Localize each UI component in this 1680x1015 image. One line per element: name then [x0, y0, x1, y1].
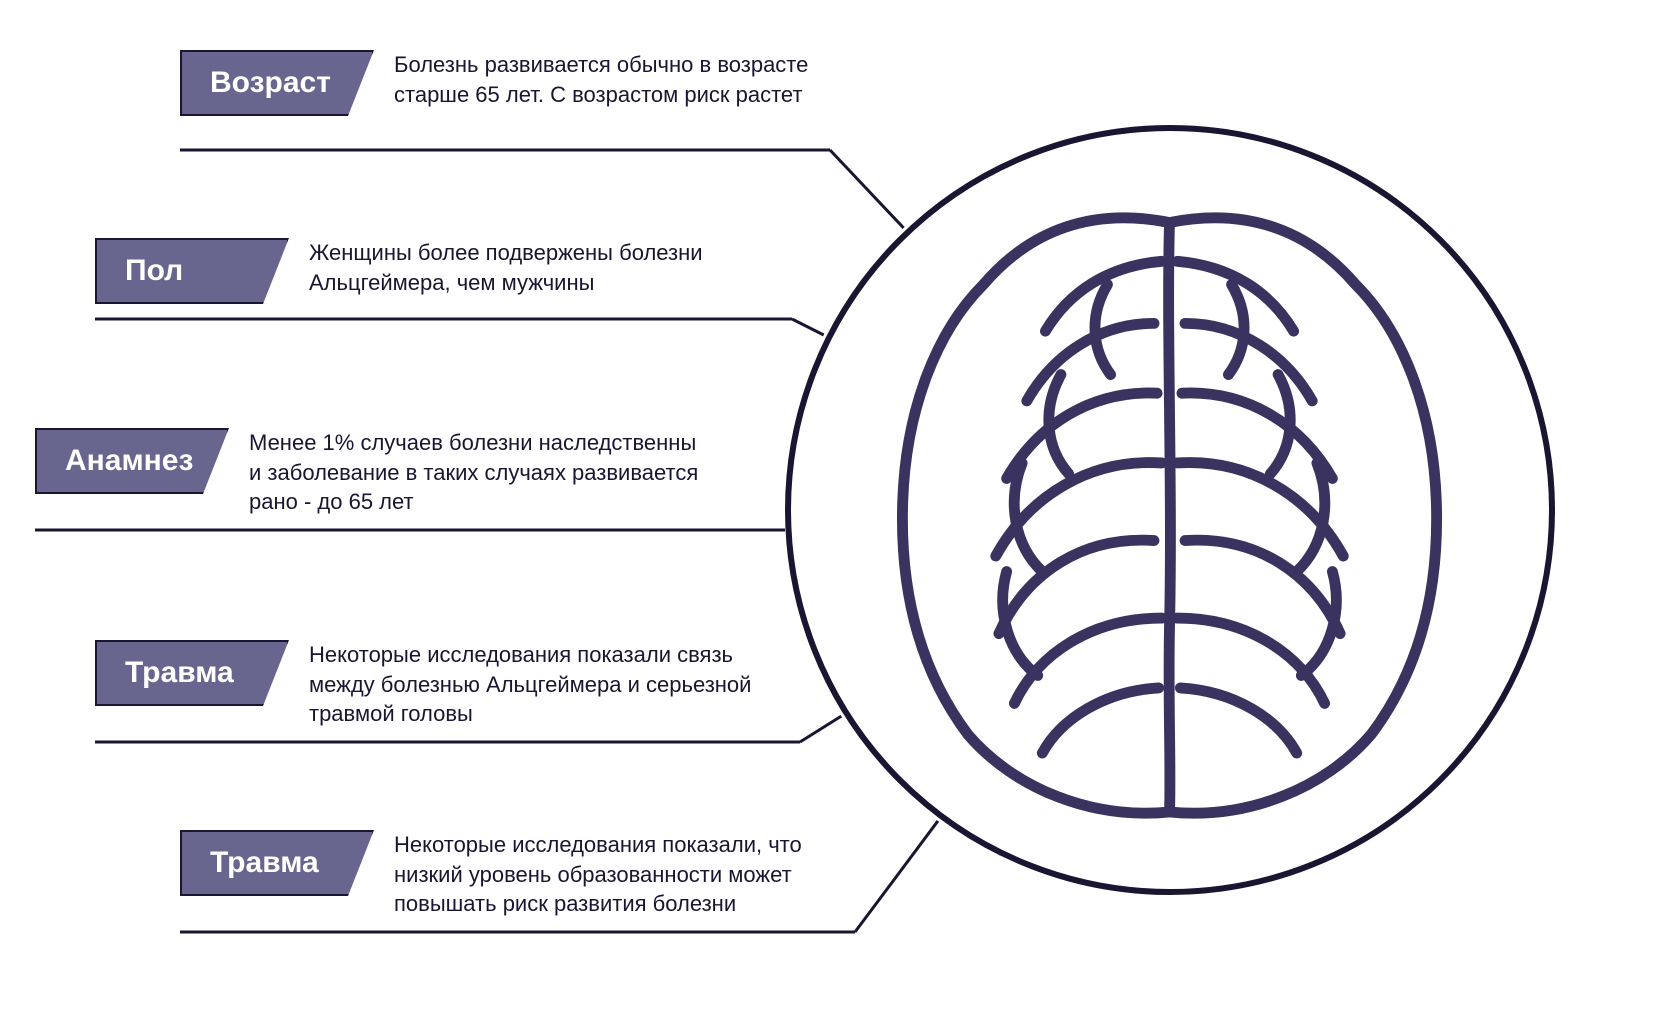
factor-tag-0: Возраст [180, 50, 374, 116]
brain-circle [785, 125, 1555, 895]
factor-item-1: Пол Женщины более подвержены болезни Альц… [95, 238, 769, 304]
factor-tag-4: Травма [180, 830, 374, 896]
factor-item-2: Анамнез Менее 1% случаев болезни наследст… [35, 428, 709, 517]
factor-description-2: Менее 1% случаев болезни наследственны и… [249, 428, 709, 517]
infographic-root: Возраст Болезнь развивается обычно в возр… [0, 0, 1680, 1015]
factor-description-1: Женщины более подвержены болезни Альцгей… [309, 238, 769, 297]
factor-item-3: Травма Некоторые исследования показали св… [95, 640, 769, 729]
factor-description-0: Болезнь развивается обычно в возрасте ст… [394, 50, 854, 109]
factor-description-4: Некоторые исследования показали, что низ… [394, 830, 854, 919]
factor-tag-1: Пол [95, 238, 289, 304]
brain-icon [836, 176, 1503, 843]
factor-tag-3: Травма [95, 640, 289, 706]
factor-description-3: Некоторые исследования показали связь ме… [309, 640, 769, 729]
factor-item-4: Травма Некоторые исследования показали, ч… [180, 830, 854, 919]
factor-tag-2: Анамнез [35, 428, 229, 494]
factor-item-0: Возраст Болезнь развивается обычно в возр… [180, 50, 854, 116]
